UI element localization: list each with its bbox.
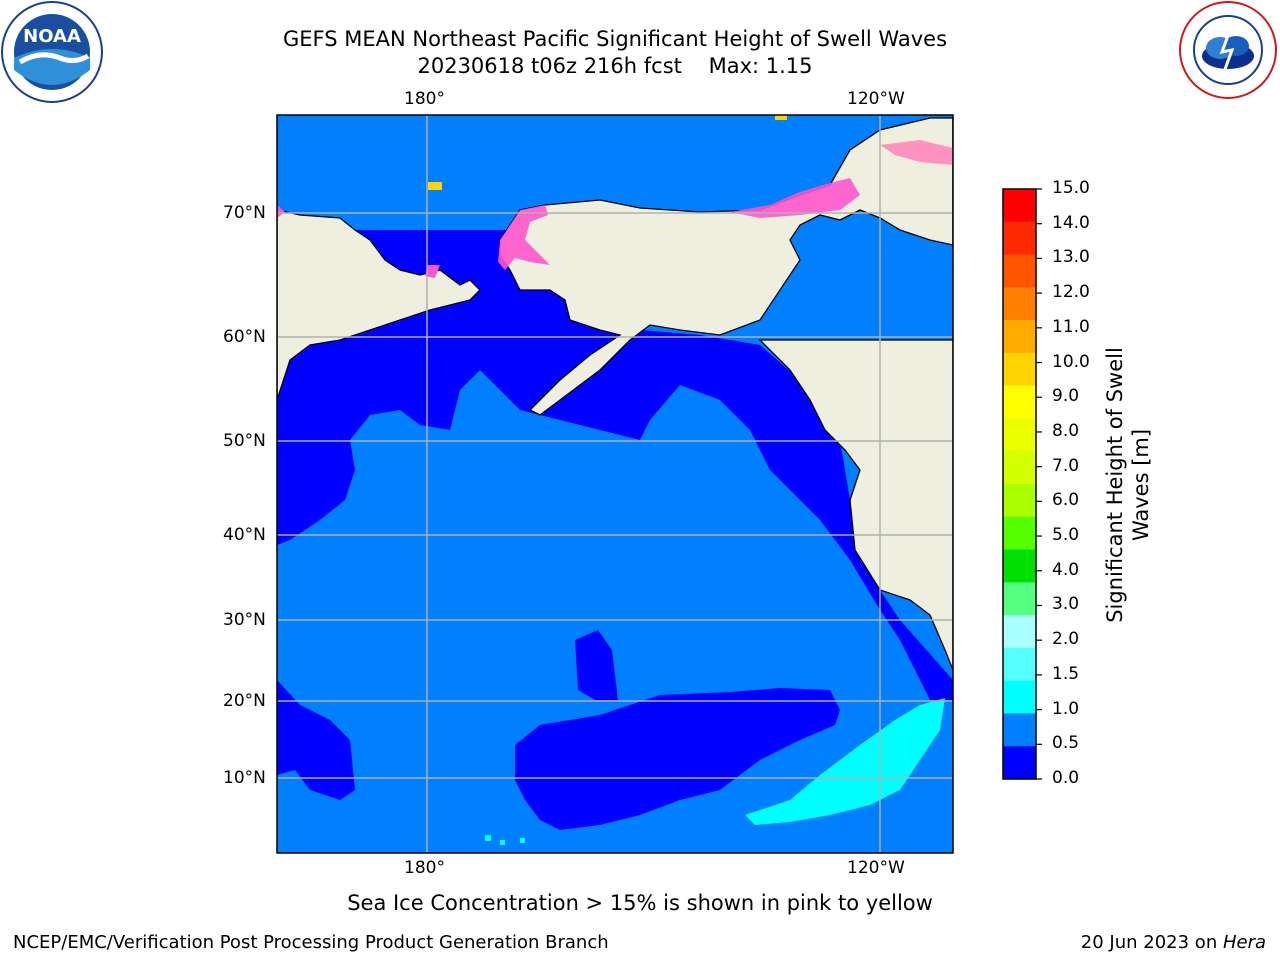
- colorbar-tick-label: 15.0: [1052, 178, 1090, 198]
- nws-logo: [1178, 0, 1278, 100]
- land-asia: [277, 115, 481, 401]
- sea-ice-beaufort: [730, 178, 860, 218]
- colorbar-segment: [1003, 287, 1036, 321]
- land-west-coast: [758, 115, 953, 671]
- chart-subtitle: 20230618 t06z 216h fcst Max: 1.15: [417, 54, 813, 78]
- lat-label-40n: 40°N: [223, 525, 266, 545]
- colorbar-tick-label: 5.0: [1052, 525, 1080, 546]
- colorbar-tick-label: 1.0: [1052, 698, 1080, 719]
- lon-label-top-120w: 120°W: [847, 89, 905, 109]
- lat-label-50n: 50°N: [223, 431, 266, 451]
- noaa-logo-text: NOAA: [23, 26, 81, 47]
- colorbar-frame: [1002, 188, 1037, 780]
- ocean-high-swell-east: [745, 698, 945, 825]
- colorbar-tick-label: 9.0: [1052, 386, 1080, 407]
- colorbar-segment: [1003, 647, 1036, 682]
- sea-ice-siberia: [277, 205, 285, 218]
- footer-date-text: 20 Jun 2023 on: [1080, 932, 1223, 953]
- ocean-high-swell-dot: [520, 838, 525, 843]
- footer-machine: Hera: [1222, 932, 1266, 953]
- colorbar-tick-label: 1.5: [1052, 663, 1080, 684]
- ocean-low-swell-west: [277, 680, 355, 800]
- colorbar-tick-label: 2.0: [1052, 629, 1080, 650]
- ocean-low-swell-north: [277, 230, 953, 700]
- colorbar-segment: [1003, 451, 1036, 485]
- colorbar-tick-label: 12.0: [1052, 282, 1090, 303]
- sea-ice-note-text: Sea Ice Concentration > 15% is shown in …: [347, 891, 933, 915]
- ocean-high-swell-dot: [500, 840, 505, 845]
- colorbar-segment: [1003, 254, 1036, 288]
- colorbar-segment: [1003, 484, 1036, 518]
- colorbar-segment: [1003, 320, 1036, 354]
- noaa-logo: NOAA: [0, 0, 104, 104]
- colorbar-segment: [1003, 615, 1036, 649]
- colorbar-segment: [1003, 549, 1036, 583]
- lat-label-30n: 30°N: [223, 610, 266, 630]
- lat-label-20n: 20°N: [223, 691, 266, 711]
- colorbar-segment: [1003, 713, 1036, 747]
- colorbar-tick-label: 11.0: [1052, 316, 1090, 337]
- colorbar-tick-label: 13.0: [1052, 247, 1090, 268]
- graticule: [277, 115, 953, 853]
- chart-title: GEFS MEAN Northeast Pacific Significant …: [282, 27, 948, 51]
- colorbar-tick-label: 6.0: [1052, 490, 1080, 511]
- colorbar-tick-label: 3.0: [1052, 594, 1080, 615]
- sea-ice-chukchi: [498, 205, 550, 270]
- colorbar-tick-label: 7.0: [1052, 455, 1080, 476]
- lat-label-60n: 60°N: [223, 327, 266, 347]
- ocean-low-swell-central: [575, 630, 618, 700]
- sea-ice-arctic-islands: [880, 140, 953, 165]
- ocean-high-swell-dot: [485, 835, 491, 841]
- colorbar-tick-label: 4.0: [1052, 559, 1080, 580]
- map-frame: [276, 114, 954, 854]
- lat-label-10n: 10°N: [223, 768, 266, 788]
- colorbar-tick-label: 10.0: [1052, 351, 1090, 372]
- colorbar: [1002, 188, 1042, 780]
- colorbar-segment: [1003, 582, 1036, 616]
- colorbar-tick-label: 8.0: [1052, 420, 1080, 441]
- sea-ice-note: Sea Ice Concentration > 15% is shown in …: [0, 891, 1280, 915]
- colorbar-tick-label: 0.5: [1052, 733, 1080, 754]
- colorbar-label-line1: Significant Height of Swell: [1103, 347, 1127, 623]
- ocean-low-swell-tropical: [515, 688, 840, 830]
- sea-ice-wrangel: [428, 182, 442, 190]
- colorbar-tick-label: 14.0: [1052, 212, 1090, 233]
- colorbar-tick-label: 0.0: [1052, 768, 1080, 788]
- colorbar-segment: [1003, 352, 1036, 387]
- colorbar-segment: [1003, 418, 1036, 452]
- colorbar-segment: [1003, 385, 1036, 419]
- footer-date: 20 Jun 2023 on Hera: [1081, 932, 1266, 953]
- colorbar-segment: [1003, 680, 1036, 714]
- lon-label-bottom-120w: 120°W: [847, 858, 905, 878]
- colorbar-segment: [1003, 746, 1036, 780]
- colorbar-segment: [1003, 221, 1036, 256]
- colorbar-segment: [1003, 516, 1036, 551]
- colorbar-segment: [1003, 189, 1036, 223]
- colorbar-label-line2: Waves [m]: [1129, 428, 1153, 542]
- sea-ice-anadyr: [425, 265, 440, 278]
- lat-label-70n: 70°N: [223, 203, 266, 223]
- sea-ice-north: [775, 115, 787, 120]
- footer-branch: NCEP/EMC/Verification Post Processing Pr…: [13, 932, 609, 953]
- lon-label-bottom-180: 180°: [404, 858, 445, 878]
- lon-label-top-180: 180°: [404, 89, 445, 109]
